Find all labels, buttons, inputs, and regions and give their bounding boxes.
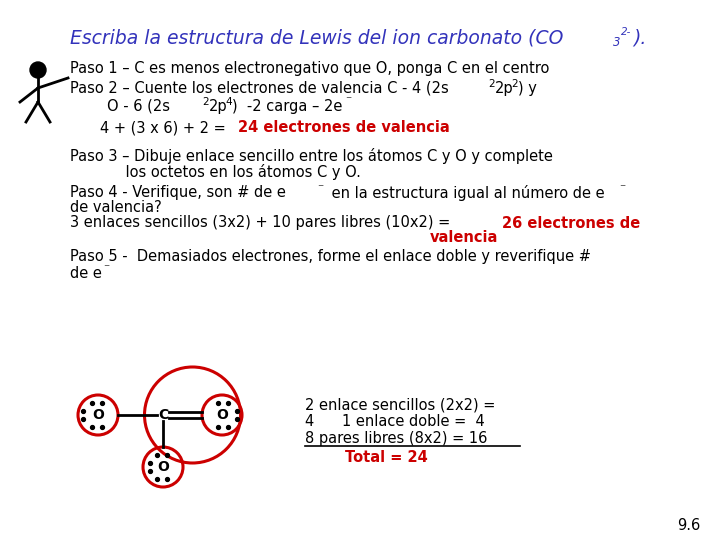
Text: 2p: 2p	[495, 80, 513, 96]
Text: 2 enlace sencillos (2x2) =: 2 enlace sencillos (2x2) =	[305, 397, 495, 413]
Text: O: O	[157, 460, 169, 474]
Text: 8 pares libres (8x2) = 16: 8 pares libres (8x2) = 16	[305, 430, 487, 445]
Text: 4      1 enlace doble =  4: 4 1 enlace doble = 4	[305, 415, 485, 429]
Text: Total = 24: Total = 24	[345, 450, 428, 465]
Circle shape	[30, 62, 46, 78]
Text: Paso 1 – C es menos electronegativo que O, ponga C en el centro: Paso 1 – C es menos electronegativo que …	[70, 60, 549, 76]
Text: de e: de e	[70, 266, 102, 280]
Text: ) y: ) y	[518, 80, 537, 96]
Text: de valencia?: de valencia?	[70, 200, 162, 215]
Text: 2: 2	[488, 79, 495, 89]
Text: Paso 3 – Dibuje enlace sencillo entre los átomos C y O y complete: Paso 3 – Dibuje enlace sencillo entre lo…	[70, 148, 553, 164]
Text: ⁻: ⁻	[619, 183, 625, 195]
Text: 26 electrones de: 26 electrones de	[502, 215, 640, 231]
Text: Paso 4 - Verifique, son # de e: Paso 4 - Verifique, son # de e	[70, 186, 286, 200]
Text: O - 6 (2s: O - 6 (2s	[70, 98, 170, 113]
Text: 3: 3	[613, 37, 621, 50]
Text: 4: 4	[225, 97, 232, 107]
Text: 2p: 2p	[209, 98, 228, 113]
Text: ⁻: ⁻	[103, 262, 109, 275]
Text: )  -2 carga – 2e: ) -2 carga – 2e	[232, 98, 343, 113]
Text: 4 + (3 x 6) + 2 =: 4 + (3 x 6) + 2 =	[100, 120, 230, 136]
Text: O: O	[216, 408, 228, 422]
Text: 3 enlaces sencillos (3x2) + 10 pares libres (10x2) =: 3 enlaces sencillos (3x2) + 10 pares lib…	[70, 215, 455, 231]
Text: 2: 2	[511, 79, 518, 89]
Text: 9.6: 9.6	[677, 517, 700, 532]
Text: en la estructura igual al número de e: en la estructura igual al número de e	[327, 185, 605, 201]
Text: 2-: 2-	[621, 27, 631, 37]
Text: ⁻: ⁻	[317, 183, 323, 195]
Text: ).: ).	[633, 29, 647, 48]
Text: ⁻: ⁻	[345, 94, 351, 107]
Text: Paso 2 – Cuente los electrones de valencia C - 4 (2s: Paso 2 – Cuente los electrones de valenc…	[70, 80, 449, 96]
Text: C: C	[158, 408, 168, 422]
Text: Escriba la estructura de Lewis del ion carbonato (CO: Escriba la estructura de Lewis del ion c…	[70, 29, 563, 48]
Text: Paso 5 -  Demasiados electrones, forme el enlace doble y reverifique #: Paso 5 - Demasiados electrones, forme el…	[70, 249, 591, 265]
Text: los octetos en los átomos C y O.: los octetos en los átomos C y O.	[70, 164, 361, 180]
Text: 24 electrones de valencia: 24 electrones de valencia	[238, 120, 450, 136]
Text: valencia: valencia	[430, 231, 498, 246]
Text: 2: 2	[202, 97, 209, 107]
Text: O: O	[92, 408, 104, 422]
